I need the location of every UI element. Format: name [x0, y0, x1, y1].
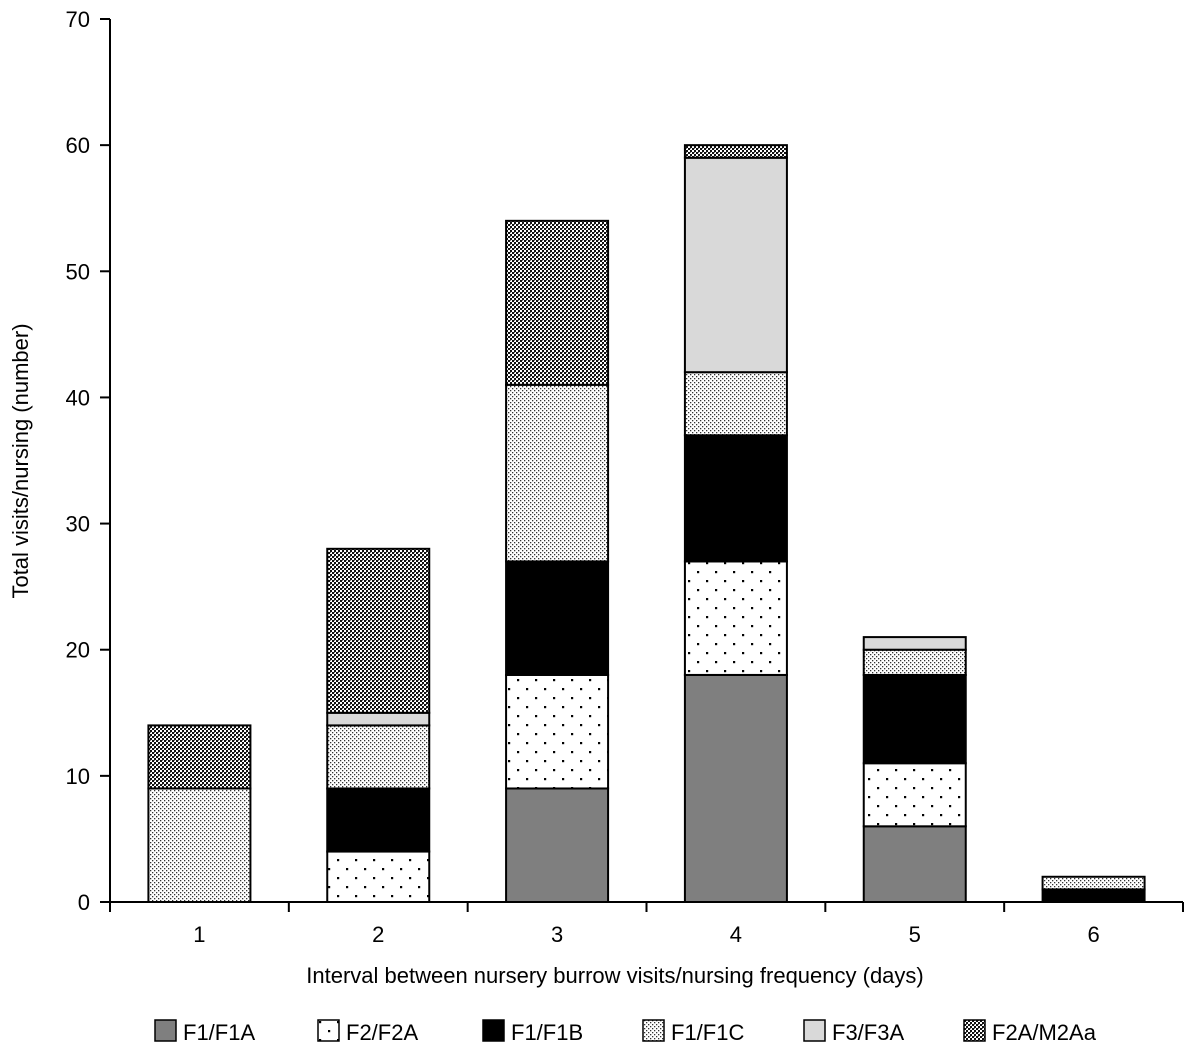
bar-segment-f1-f1b-5 — [862, 673, 967, 765]
legend-label-f1-f1a: F1/F1A — [183, 1020, 255, 1045]
bar-segment-f1-f1b-3 — [505, 560, 610, 676]
legend-label-f1-f1c: F1/F1C — [671, 1020, 744, 1045]
y-tick-label-30: 30 — [66, 512, 90, 537]
bar-segment-f1-f1c-4 — [683, 371, 788, 437]
bar-segment-f2a-m2aa-3 — [505, 219, 610, 386]
bar-segment-f1-f1c-2 — [326, 724, 431, 790]
y-tick-label-0: 0 — [78, 890, 90, 915]
bars-layer — [147, 144, 1146, 904]
bar-segment-f2a-m2aa-4 — [683, 144, 788, 159]
bar-segment-f1-f1b-4 — [683, 434, 788, 563]
bar-segment-f1-f1c-5 — [862, 648, 967, 676]
x-tick-label-4: 4 — [730, 922, 742, 947]
y-axis-title: Total visits/nursing (number) — [8, 323, 33, 598]
legend-swatch-f1-f1b — [482, 1019, 505, 1042]
legend: F1/F1A F2/F2A F1/F1B F1/F1C F3/F3A F2A/M2Aa — [154, 1019, 1097, 1045]
x-tick-label-1: 1 — [193, 922, 205, 947]
x-tick-label-5: 5 — [909, 922, 921, 947]
x-tick-label-2: 2 — [372, 922, 384, 947]
y-tick-label-40: 40 — [66, 385, 90, 410]
legend-label-f2-f2a: F2/F2A — [346, 1020, 418, 1045]
legend-swatch-f2a-m2aa — [963, 1019, 986, 1042]
bar-segment-f2-f2a-4 — [683, 560, 788, 676]
legend-swatch-f1-f1a — [154, 1019, 177, 1042]
y-tick-label-10: 10 — [66, 764, 90, 789]
bar-segment-f2-f2a-3 — [505, 673, 610, 790]
legend-swatch-f2-f2a — [317, 1019, 340, 1042]
bar-segment-f2a-m2aa-1 — [147, 724, 252, 790]
legend-swatch-f1-f1c — [642, 1019, 665, 1042]
y-tick-label-20: 20 — [66, 638, 90, 663]
legend-label-f1-f1b: F1/F1B — [511, 1020, 583, 1045]
bar-segment-f1-f1a-3 — [505, 787, 610, 904]
bar-segment-f1-f1a-4 — [683, 673, 788, 904]
y-tick-label-70: 70 — [66, 7, 90, 32]
bar-segment-f1-f1b-2 — [326, 787, 431, 853]
axes-layer: 0 10 20 30 40 50 60 70 1 2 3 4 5 6 — [66, 7, 1184, 947]
bar-segment-f2-f2a-5 — [862, 762, 967, 828]
bar-segment-f2a-m2aa-2 — [326, 547, 431, 714]
x-axis-title: Interval between nursery burrow visits/n… — [306, 963, 924, 988]
bar-segment-f1-f1c-1 — [147, 787, 252, 904]
bar-segment-f1-f1b-6 — [1041, 888, 1146, 904]
y-tick-label-50: 50 — [66, 259, 90, 284]
bar-segment-f2-f2a-2 — [326, 850, 431, 903]
x-tick-label-3: 3 — [551, 922, 563, 947]
x-tick-label-6: 6 — [1087, 922, 1099, 947]
bar-segment-f1-f1c-6 — [1041, 875, 1146, 891]
bar-segment-f1-f1a-5 — [862, 825, 967, 903]
legend-swatch-f3-f3a — [803, 1019, 826, 1042]
legend-label-f3-f3a: F3/F3A — [832, 1020, 904, 1045]
legend-label-f2a-m2aa: F2A/M2Aa — [992, 1020, 1097, 1045]
bar-segment-f3-f3a-5 — [862, 636, 967, 651]
bar-segment-f3-f3a-4 — [683, 156, 788, 374]
bar-segment-f3-f3a-2 — [326, 711, 431, 727]
bar-segment-f1-f1c-3 — [505, 383, 610, 563]
y-tick-label-60: 60 — [66, 133, 90, 158]
